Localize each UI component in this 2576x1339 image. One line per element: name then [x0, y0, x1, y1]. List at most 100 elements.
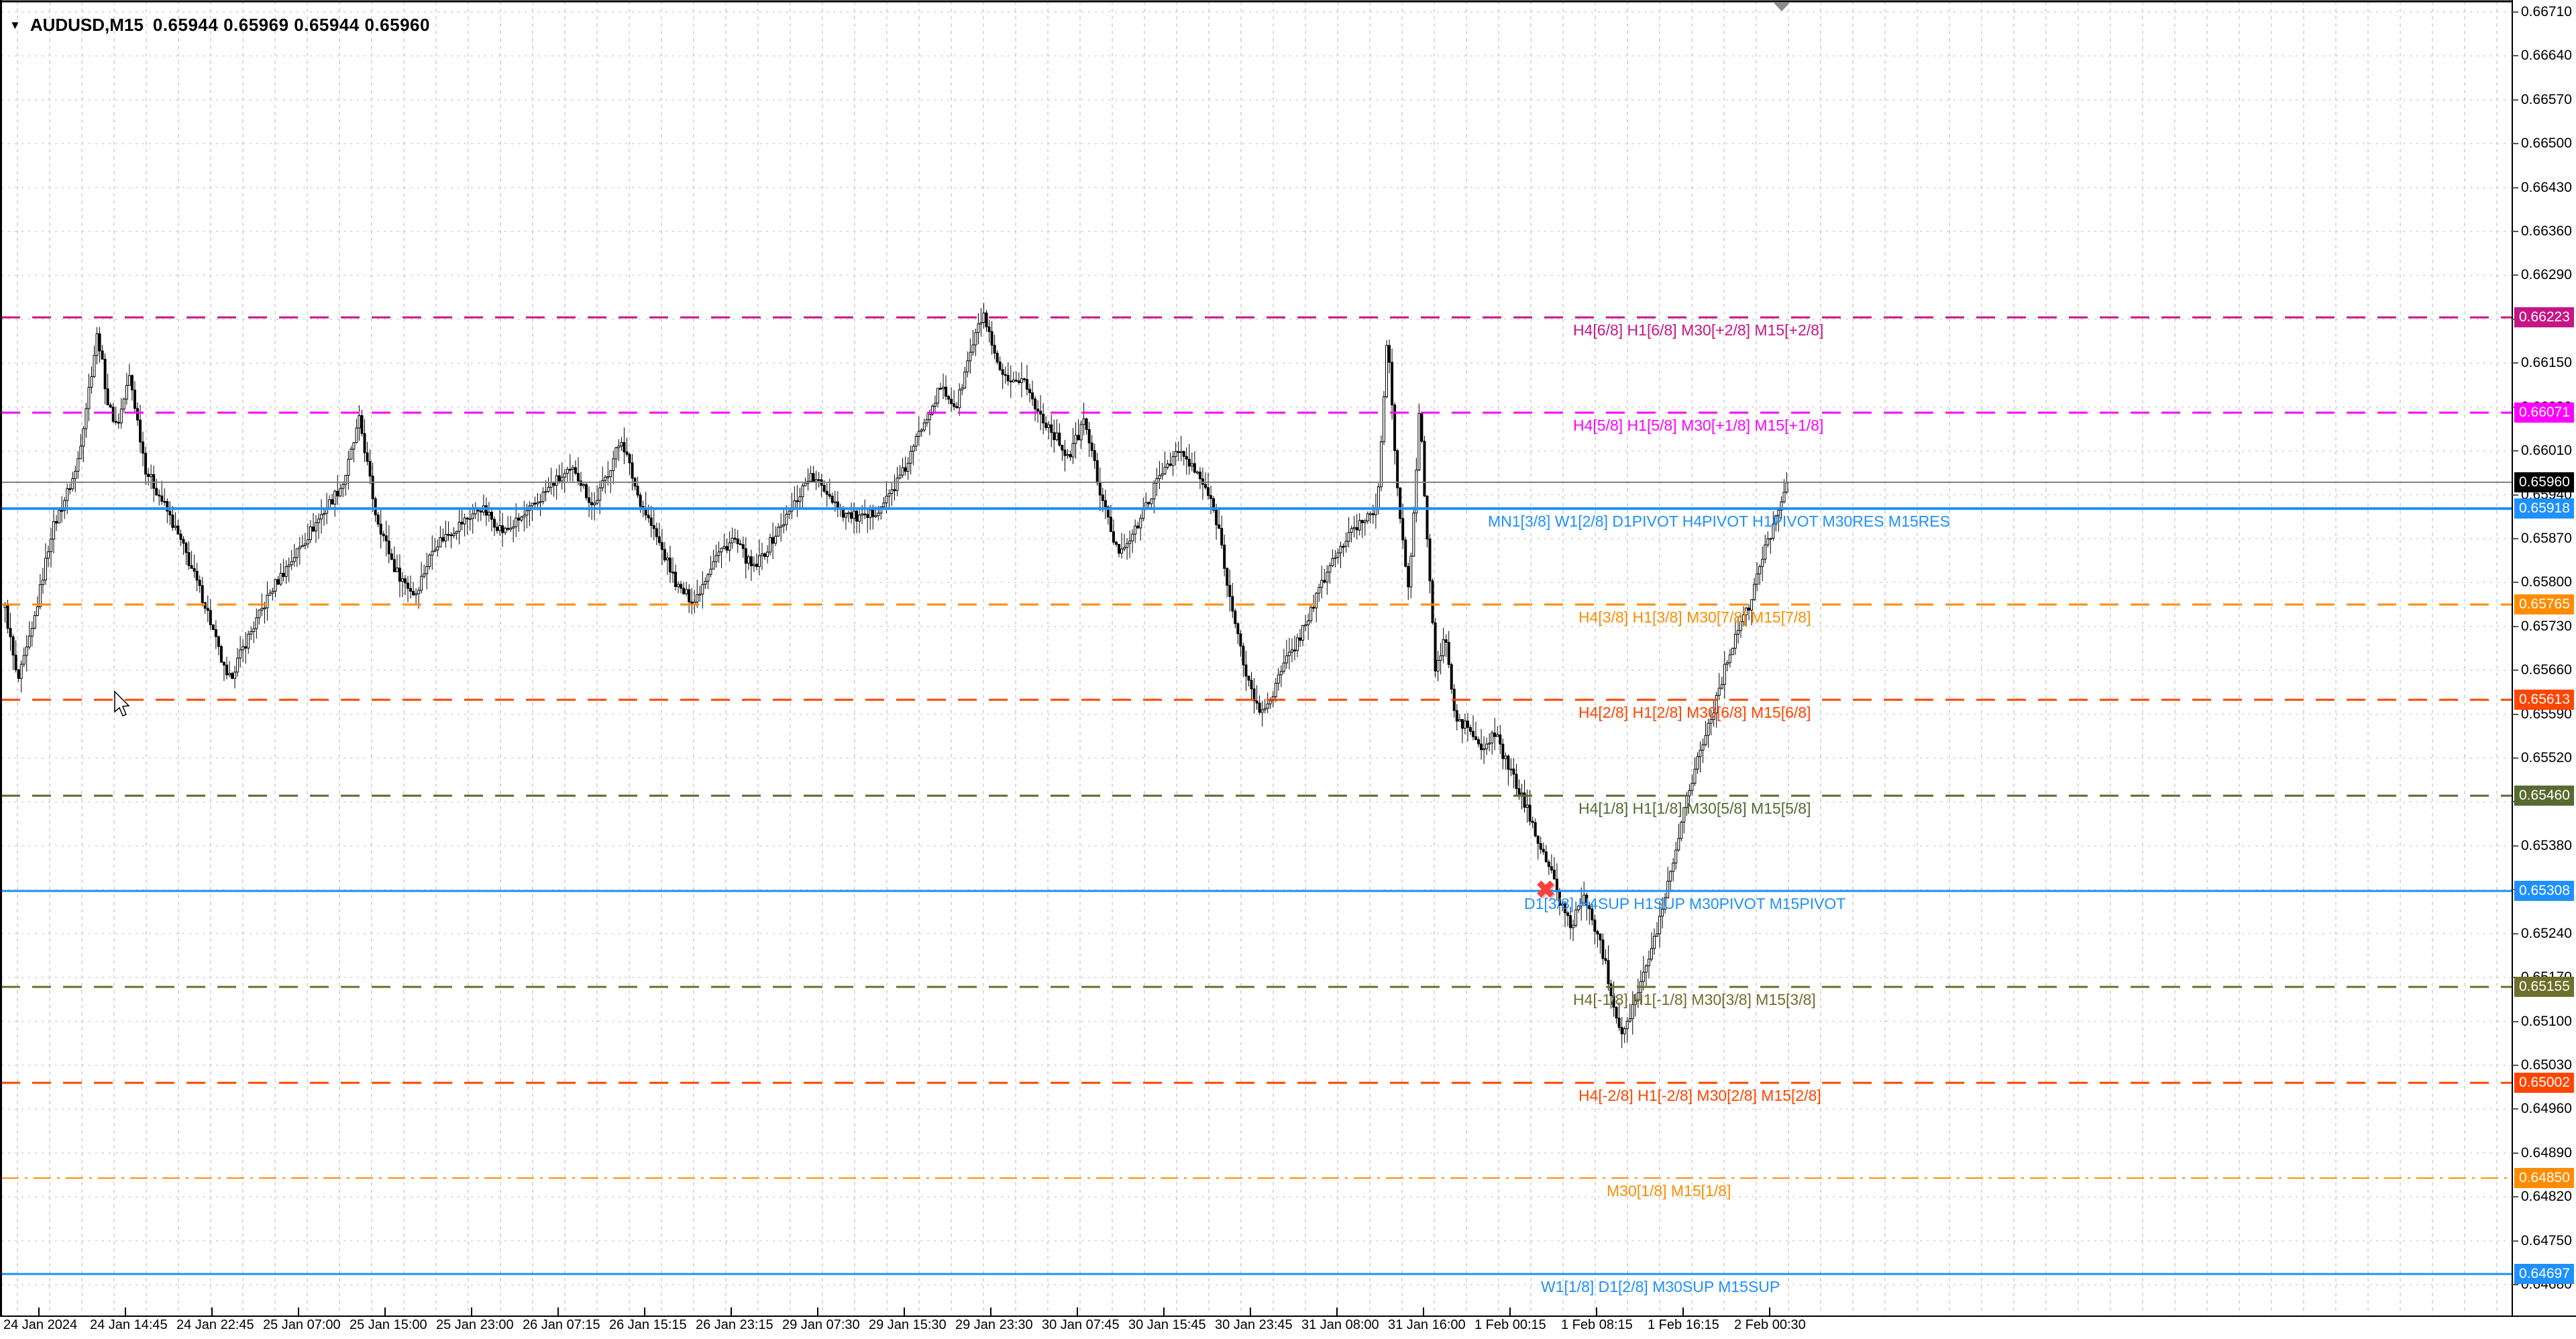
level-price-badge-8: 0.65002 [2514, 1073, 2574, 1093]
symbol-info-bar: ▼ AUDUSD,M15 0.65944 0.65969 0.65944 0.6… [9, 15, 430, 36]
ohlc-values: 0.65944 0.65969 0.65944 0.65960 [152, 15, 430, 35]
price-tickmark [2512, 55, 2518, 57]
time-axis-label: 26 Jan 15:15 [609, 1318, 687, 1332]
level-label-1: H4[5/8] H1[5/8] M30[+1/8] M15[+1/8] [1573, 417, 1824, 435]
price-tickmark [2512, 362, 2518, 364]
price-tickmark [2512, 1196, 2518, 1198]
chevron-down-icon[interactable]: ▼ [9, 19, 21, 32]
time-axis-label: 25 Jan 15:00 [350, 1318, 427, 1332]
price-tickmark [2512, 1064, 2518, 1066]
price-axis-tick: 0.65870 [2521, 530, 2572, 546]
price-axis-tick: 0.66500 [2521, 136, 2572, 152]
time-tickmark [471, 1307, 472, 1316]
time-tickmark [1250, 1307, 1251, 1316]
time-tickmark [211, 1307, 213, 1316]
price-tickmark [2512, 1240, 2518, 1242]
level-price-badge-5: 0.65460 [2514, 786, 2574, 806]
time-tickmark [1336, 1307, 1338, 1316]
price-tickmark [2512, 1020, 2518, 1022]
price-axis-tick: 0.66360 [2521, 223, 2572, 239]
time-tickmark [1682, 1307, 1684, 1316]
time-axis-label: 26 Jan 23:15 [696, 1318, 773, 1332]
level-label-4: H4[2/8] H1[2/8] M30[6/8] M15[6/8] [1578, 704, 1811, 722]
level-label-9: M30[1/8] M15[1/8] [1607, 1182, 1731, 1200]
time-axis-label: 24 Jan 22:45 [176, 1318, 254, 1332]
time-axis-label: 30 Jan 07:45 [1042, 1318, 1120, 1332]
level-price-badge-2: 0.65918 [2514, 498, 2574, 519]
level-price-badge-7: 0.65155 [2514, 977, 2574, 998]
level-label-2: MN1[3/8] W1[2/8] D1PIVOT H4PIVOT H1PIVOT… [1488, 513, 1950, 531]
level-price-badge-10: 0.64697 [2514, 1264, 2574, 1285]
time-axis-label: 2 Feb 00:30 [1734, 1318, 1806, 1332]
symbol-timeframe-label: AUDUSD,M15 [30, 15, 144, 35]
time-axis-label: 26 Jan 07:15 [523, 1318, 600, 1332]
price-axis-tick: 0.65030 [2521, 1057, 2572, 1073]
level-price-badge-0: 0.66223 [2514, 307, 2574, 328]
price-axis-tick: 0.65660 [2521, 662, 2572, 678]
time-axis-label: 24 Jan 14:45 [90, 1318, 168, 1332]
price-tickmark [2512, 231, 2518, 233]
level-price-badge-6: 0.65308 [2514, 881, 2574, 902]
price-axis-tick: 0.65240 [2521, 925, 2572, 941]
time-axis-label: 31 Jan 08:00 [1301, 1318, 1379, 1332]
time-tickmark [731, 1307, 732, 1316]
price-axis-tick: 0.65800 [2521, 574, 2572, 590]
price-axis-tick: 0.65380 [2521, 837, 2572, 853]
price-axis-tick: 0.65590 [2521, 706, 2572, 722]
price-tickmark [2512, 670, 2518, 672]
price-axis-tick: 0.66570 [2521, 91, 2572, 107]
time-axis-label: 25 Jan 23:00 [436, 1318, 514, 1332]
time-axis-label: 30 Jan 23:45 [1215, 1318, 1293, 1332]
time-tickmark [904, 1307, 905, 1316]
candlestick-series [3, 303, 1788, 1049]
time-tickmark [384, 1307, 386, 1316]
time-tickmark [1509, 1307, 1511, 1316]
price-tickmark [2512, 99, 2518, 101]
time-tickmark [644, 1307, 645, 1316]
sell-signal-x-marker[interactable]: ✖ [1535, 875, 1556, 904]
price-axis-tick: 0.64960 [2521, 1101, 2572, 1117]
time-tickmark [557, 1307, 559, 1316]
time-axis-label: 1 Feb 00:15 [1474, 1318, 1546, 1332]
current-price-badge: 0.65960 [2514, 472, 2574, 492]
price-tickmark [2512, 494, 2518, 496]
price-axis-tick: 0.66430 [2521, 179, 2572, 195]
level-label-0: H4[6/8] H1[6/8] M30[+2/8] M15[+2/8] [1573, 321, 1824, 339]
chart-shift-marker[interactable] [1773, 2, 1790, 11]
level-label-7: H4[-1/8] H1[-1/8] M30[3/8] M15[3/8] [1573, 991, 1816, 1009]
price-axis-tick: 0.65730 [2521, 618, 2572, 634]
price-axis-tick: 0.66710 [2521, 4, 2572, 19]
level-price-badge-1: 0.66071 [2514, 403, 2574, 423]
price-axis-tick: 0.66640 [2521, 48, 2572, 64]
time-axis-label: 29 Jan 23:30 [955, 1318, 1033, 1332]
price-axis-tick: 0.66290 [2521, 267, 2572, 283]
time-axis-label: 25 Jan 07:00 [263, 1318, 341, 1332]
price-tickmark [2512, 1152, 2518, 1154]
mouse-cursor [114, 690, 130, 716]
price-axis-tick: 0.66010 [2521, 443, 2572, 459]
price-axis-tick: 0.64750 [2521, 1232, 2572, 1248]
level-label-3: H4[3/8] H1[3/8] M30[7/8] M15[7/8] [1578, 608, 1811, 627]
level-label-10: W1[1/8] D1[2/8] M30SUP M15SUP [1541, 1278, 1780, 1296]
price-tickmark [2512, 11, 2518, 13]
time-tickmark [1769, 1307, 1770, 1316]
price-axis-tick: 0.64890 [2521, 1144, 2572, 1161]
level-label-6: D1[3/8] H4SUP H1SUP M30PIVOT M15PIVOT [1524, 895, 1846, 913]
time-tickmark [1163, 1307, 1165, 1316]
level-price-badge-9: 0.64850 [2514, 1168, 2574, 1189]
time-tickmark [38, 1307, 40, 1316]
time-axis-label: 1 Feb 08:15 [1561, 1318, 1633, 1332]
time-tickmark [125, 1307, 126, 1316]
price-tickmark [2512, 1108, 2518, 1110]
time-tickmark [817, 1307, 818, 1316]
level-price-badge-4: 0.65613 [2514, 690, 2574, 710]
time-axis-label: 29 Jan 15:30 [869, 1318, 947, 1332]
price-axis-tick: 0.65520 [2521, 750, 2572, 766]
price-tickmark [2512, 932, 2518, 934]
price-tickmark [2512, 625, 2518, 627]
time-axis-label: 24 Jan 2024 [3, 1318, 78, 1332]
time-axis-label: 30 Jan 15:45 [1128, 1318, 1206, 1332]
price-tickmark [2512, 186, 2518, 189]
